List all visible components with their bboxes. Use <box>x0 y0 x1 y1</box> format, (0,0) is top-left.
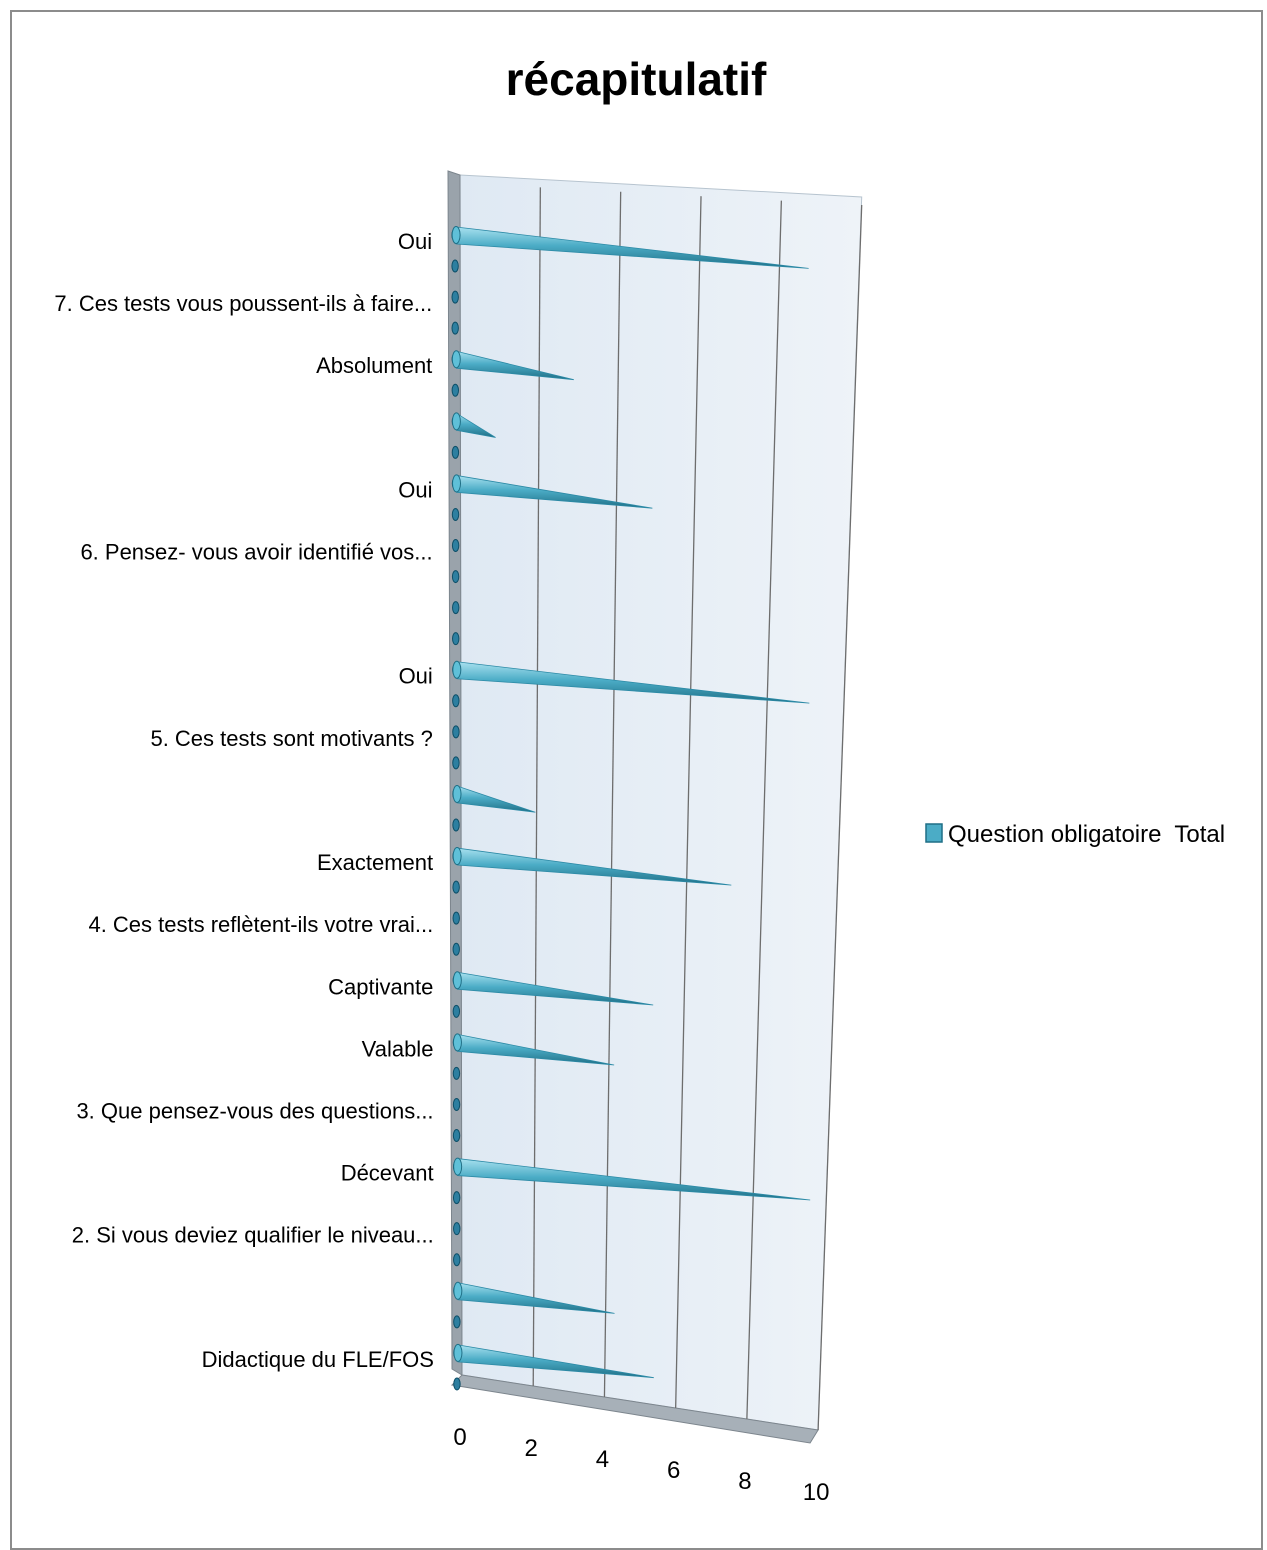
axis-marker <box>453 1377 461 1391</box>
bar-base <box>451 226 461 244</box>
axis-marker <box>452 911 460 925</box>
axis-marker <box>453 1253 461 1267</box>
x-tick-label: 2 <box>525 1435 538 1462</box>
axis-marker <box>453 1315 461 1329</box>
category-label: 6. Pensez- vous avoir identifié vos... <box>80 540 432 565</box>
category-label: Valable <box>362 1036 434 1061</box>
gridline <box>532 187 541 1387</box>
x-tick-label: 4 <box>596 1446 609 1473</box>
x-tick-label: 8 <box>738 1468 751 1495</box>
bar-base <box>452 660 462 679</box>
category-label: 3. Que pensez-vous des questions... <box>76 1098 433 1123</box>
gridline <box>746 200 783 1420</box>
axis-marker <box>452 756 460 770</box>
axis-marker <box>453 1222 461 1236</box>
category-label: Exactement <box>317 850 433 875</box>
bar-base <box>452 784 462 803</box>
axis-marker <box>452 725 460 739</box>
bar-base <box>452 847 462 866</box>
x-tick-label: 10 <box>803 1479 830 1506</box>
gridline <box>603 191 622 1398</box>
bar-base <box>453 1157 463 1176</box>
axis-marker <box>451 507 460 521</box>
category-label: Oui <box>398 229 432 254</box>
category-label: Absolument <box>316 353 432 378</box>
category-label: 7. Ces tests vous poussent-ils à faire..… <box>54 291 432 316</box>
axis-marker <box>452 1191 461 1205</box>
axis-marker <box>452 1129 461 1143</box>
plot-area <box>459 174 863 1431</box>
axis-marker <box>451 321 459 335</box>
x-tick-label: 6 <box>667 1457 680 1484</box>
bar-base <box>451 412 461 431</box>
axis-marker <box>452 818 460 832</box>
bar-base <box>452 474 462 493</box>
category-label: 5. Ces tests sont motivants ? <box>150 726 432 751</box>
axis-marker <box>451 539 460 553</box>
axis-marker <box>451 259 459 273</box>
axis-marker <box>451 445 460 459</box>
bar-base <box>452 971 462 990</box>
axis-marker <box>452 694 460 708</box>
category-label: Captivante <box>328 974 433 999</box>
category-label: Oui <box>399 664 433 689</box>
legend-swatch <box>925 823 943 843</box>
chart-title: récapitulatif <box>506 53 767 105</box>
axis-marker <box>452 1004 461 1018</box>
bar-base <box>452 1033 462 1052</box>
bar-base <box>453 1343 463 1362</box>
axis-marker <box>452 1097 461 1111</box>
category-label: Oui <box>398 477 432 502</box>
axis-marker <box>452 601 460 615</box>
axis-marker <box>451 290 459 304</box>
x-tick-label: 0 <box>453 1424 466 1451</box>
category-label: 2. Si vous deviez qualifier le niveau... <box>72 1223 434 1248</box>
category-label: Didactique du FLE/FOS <box>202 1347 434 1372</box>
bar-base <box>453 1281 463 1300</box>
category-label: Décevant <box>341 1161 434 1186</box>
gridline <box>817 204 863 1431</box>
axis-marker <box>452 880 460 894</box>
gridline <box>675 196 702 1409</box>
legend: Question obligatoire Total <box>925 821 1225 848</box>
bar-base <box>451 350 461 369</box>
axis-marker <box>451 570 460 584</box>
axis-marker <box>452 632 460 646</box>
legend-label: Question obligatoire Total <box>948 821 1225 848</box>
axis-marker <box>452 1066 461 1080</box>
axis-marker <box>452 942 460 956</box>
category-label: 4. Ces tests reflètent-ils votre vrai... <box>88 912 433 937</box>
axis-marker <box>451 383 460 397</box>
